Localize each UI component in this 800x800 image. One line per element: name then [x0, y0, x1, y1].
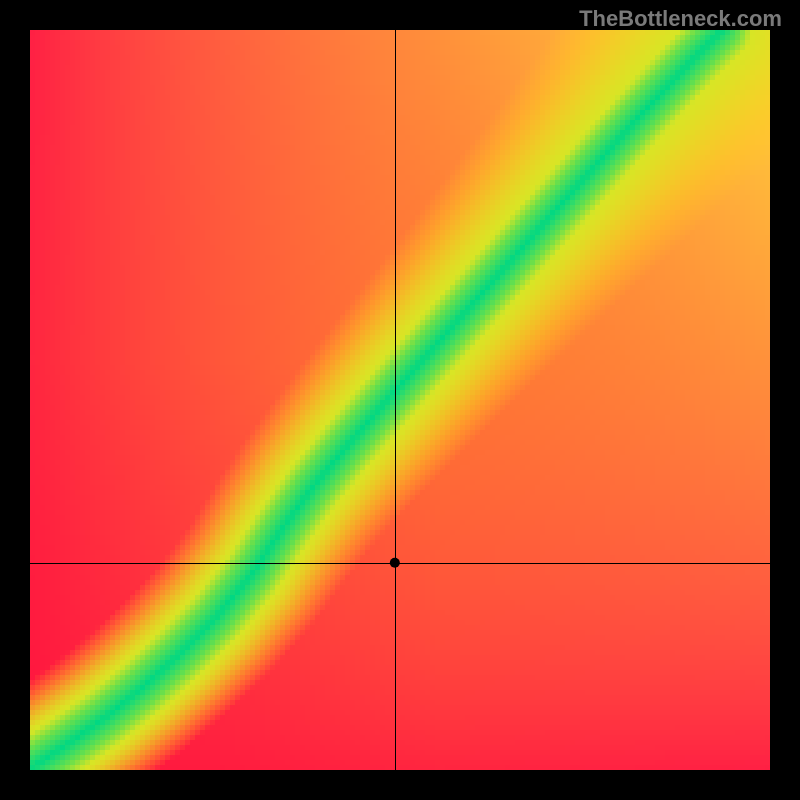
watermark-text: TheBottleneck.com — [579, 6, 782, 32]
crosshair-overlay — [0, 0, 800, 800]
chart-container: { "watermark": { "text": "TheBottleneck.… — [0, 0, 800, 800]
